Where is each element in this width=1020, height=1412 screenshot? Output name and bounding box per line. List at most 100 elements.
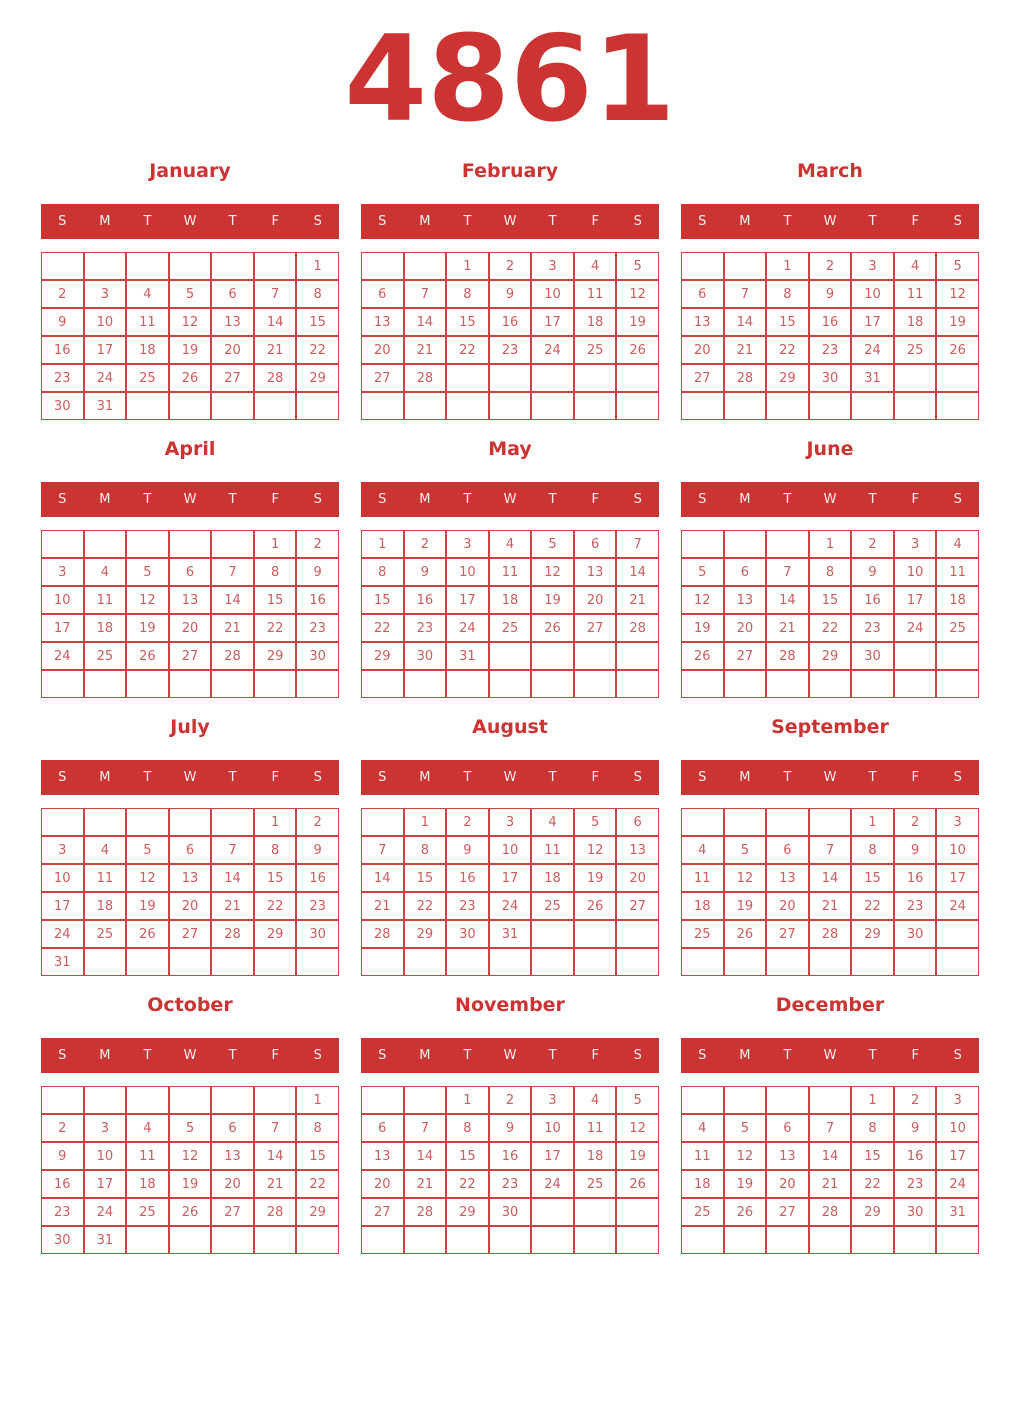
day-cell: 13: [766, 864, 809, 892]
empty-cell: [168, 392, 212, 420]
week-row: 27 28: [361, 364, 659, 392]
empty-cell: [893, 670, 937, 698]
empty-cell: [126, 948, 169, 976]
day-cell: 6: [361, 1114, 404, 1142]
empty-cell: [446, 364, 489, 392]
day-cell: 23: [893, 1170, 937, 1198]
day-cell: 6: [211, 1114, 254, 1142]
empty-cell: [936, 642, 979, 670]
day-cell: 25: [936, 614, 979, 642]
weekday-header: T: [868, 214, 877, 229]
day-cell: 6: [766, 836, 809, 864]
empty-cell: [766, 1086, 809, 1114]
day-cell: 7: [616, 530, 659, 558]
day-cell: 16: [446, 864, 489, 892]
day-cell: 1: [766, 252, 809, 280]
day-cell: 20: [211, 1170, 254, 1198]
day-cell: 3: [41, 836, 84, 864]
empty-cell: [531, 1226, 574, 1254]
empty-cell: [488, 1226, 532, 1254]
empty-cell: [488, 392, 532, 420]
empty-cell: [616, 1198, 659, 1226]
weekday-header: M: [99, 770, 111, 785]
day-cell: 28: [253, 364, 297, 392]
day-cell: 11: [488, 558, 532, 586]
empty-cell: [253, 670, 297, 698]
day-cell: 15: [808, 586, 852, 614]
weekday-header: W: [823, 492, 837, 507]
weekday-header: F: [911, 492, 919, 507]
week-row: 7 8 9 10 11 12 13: [361, 836, 659, 864]
week-row: 22 23 24 25 26 27 28: [361, 614, 659, 642]
day-cell: 17: [893, 586, 937, 614]
empty-cell: [126, 808, 169, 836]
day-cell: 22: [253, 614, 297, 642]
day-cell: 4: [531, 808, 574, 836]
day-cell: 27: [681, 364, 724, 392]
week-row: 29 30 31: [361, 642, 659, 670]
day-cell: 16: [893, 864, 937, 892]
day-cell: 26: [936, 336, 979, 364]
day-cell: 31: [488, 920, 532, 948]
day-cell: 23: [808, 336, 852, 364]
day-cell: 1: [851, 1086, 894, 1114]
week-row: 25 26 27 28 29 30: [681, 920, 979, 948]
empty-cell: [168, 808, 212, 836]
empty-cell: [361, 1086, 404, 1114]
day-cell: 14: [211, 864, 254, 892]
day-cell: 25: [681, 920, 724, 948]
day-cell: 17: [531, 1142, 574, 1170]
day-cell: 2: [296, 530, 339, 558]
day-cell: 15: [851, 864, 894, 892]
day-cell: 11: [126, 308, 169, 336]
empty-cell: [573, 948, 617, 976]
day-cell: 15: [296, 1142, 339, 1170]
empty-cell: [936, 920, 979, 948]
day-cell: 8: [766, 280, 809, 308]
day-cell: 12: [573, 836, 617, 864]
weekday-header: T: [463, 1048, 472, 1063]
empty-cell: [83, 252, 127, 280]
day-cell: 9: [893, 836, 937, 864]
week-row: 6 7 8 9 10 11 12: [361, 280, 659, 308]
empty-cell: [361, 1226, 404, 1254]
weekday-header: M: [419, 1048, 431, 1063]
day-cell: 12: [126, 586, 169, 614]
day-cell: 10: [41, 864, 84, 892]
weekday-header: S: [953, 492, 962, 507]
month-title: November: [455, 994, 565, 1016]
empty-cell: [211, 252, 254, 280]
weekday-header: S: [58, 492, 67, 507]
day-cell: 5: [168, 1114, 212, 1142]
weekday-header: M: [99, 1048, 111, 1063]
month-title: February: [461, 160, 559, 182]
day-cell: 6: [361, 280, 404, 308]
week-row: 18 19 20 21 22 23 24: [681, 1170, 979, 1198]
empty-cell: [531, 920, 574, 948]
day-cell: 5: [936, 252, 979, 280]
day-cell: 9: [296, 836, 339, 864]
weekday-header: S: [698, 770, 707, 785]
weekday-header: S: [633, 214, 642, 229]
week-row: 13 14 15 16 17 18 19: [361, 308, 659, 336]
day-cell: 19: [616, 308, 659, 336]
day-cell: 21: [766, 614, 809, 642]
day-cell: 29: [361, 642, 404, 670]
day-cell: 1: [296, 1086, 339, 1114]
empty-cell: [531, 948, 574, 976]
day-cell: 28: [723, 364, 767, 392]
weekday-header: S: [313, 214, 322, 229]
month-title: March: [797, 160, 863, 182]
weekday-header: F: [271, 214, 279, 229]
week-row: 19 20 21 22 23 24 25: [681, 614, 979, 642]
day-cell: 28: [808, 1198, 852, 1226]
day-cell: 16: [41, 1170, 84, 1198]
day-cell: 16: [296, 586, 339, 614]
day-cell: 26: [573, 892, 617, 920]
day-cell: 4: [126, 280, 169, 308]
week-row: 10 11 12 13 14 15 16: [41, 586, 339, 614]
weekday-header: T: [463, 214, 472, 229]
